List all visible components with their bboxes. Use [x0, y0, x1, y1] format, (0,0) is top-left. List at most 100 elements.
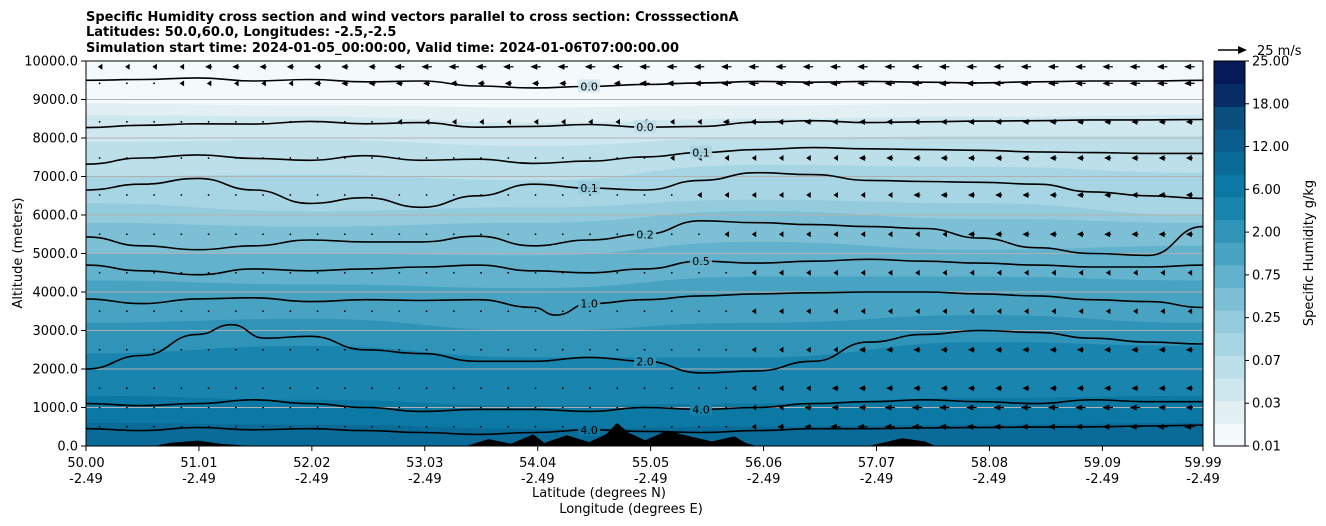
wind-vector [534, 310, 537, 313]
wind-vector [262, 233, 264, 236]
wind-vector [698, 310, 700, 313]
wind-vector [153, 425, 156, 428]
wind-vector-head [778, 404, 784, 411]
wind-vector-head [1076, 346, 1083, 353]
wind-vector-head [778, 269, 784, 276]
wind-vector-head [751, 423, 757, 430]
wind-vector-head [778, 385, 784, 392]
wind-vector [98, 194, 101, 196]
wind-vector-head [1102, 80, 1110, 87]
wind-vector [534, 233, 537, 236]
wind-vector [125, 271, 128, 274]
wind-vector-head [1051, 308, 1056, 315]
wind-vector-head [232, 63, 239, 70]
wind-vector [480, 271, 482, 274]
wind-vector-head [913, 346, 920, 353]
x-tick-label-latitude: 52.02 [293, 456, 330, 471]
x-tick-label-latitude: 53.03 [406, 456, 443, 471]
wind-vector [643, 348, 646, 351]
wind-vector [343, 387, 346, 390]
wind-vector-head [1133, 269, 1138, 276]
wind-vector [561, 157, 564, 159]
x-tick-label-latitude: 50.00 [67, 456, 104, 471]
wind-vector [398, 387, 401, 390]
wind-vector-head [179, 80, 185, 87]
wind-vector-head [829, 423, 837, 430]
wind-vector-head [1184, 63, 1192, 70]
wind-vector-head [1131, 231, 1138, 238]
colorbar-cell [1214, 196, 1245, 221]
wind-vector-head [1047, 80, 1055, 87]
wind-vector-head [1047, 423, 1055, 430]
wind-vector-head [748, 63, 756, 70]
wind-vector [507, 425, 510, 428]
wind-vector [262, 387, 264, 390]
wind-vector [561, 310, 564, 313]
wind-vector-head [778, 155, 784, 162]
wind-vector-head [938, 63, 946, 70]
wind-vector-head [639, 80, 647, 87]
wind-vector-head [475, 63, 483, 70]
wind-vector [561, 271, 564, 274]
wind-vector-head [942, 308, 947, 315]
wind-vector-head [913, 385, 920, 392]
wind-vector [153, 348, 156, 351]
wind-vector-head [395, 80, 402, 87]
wind-vector-head [996, 308, 1002, 315]
wind-vector [343, 157, 346, 159]
wind-vector-head [1024, 308, 1029, 315]
wind-vector [207, 233, 210, 236]
wind-vector [316, 310, 319, 313]
wind-vector-head [1078, 308, 1084, 315]
wind-vector-head [1158, 385, 1165, 392]
contour-label-background [578, 296, 601, 310]
x-tick-label-latitude: 57.07 [858, 456, 895, 471]
wind-vector-head [1156, 80, 1164, 87]
y-tick-label: 2000.0 [33, 363, 79, 378]
wind-vector-head [804, 423, 811, 430]
wind-vector-head [806, 191, 811, 198]
wind-vector [343, 348, 346, 351]
wind-vector [589, 406, 591, 409]
colorbar-tick-label: 2.00 [1252, 226, 1281, 241]
wind-vector-head [1156, 63, 1164, 70]
wind-vector [616, 406, 619, 409]
wind-vector [289, 387, 292, 390]
wind-vector [316, 157, 319, 159]
wind-vector-head [720, 63, 728, 70]
wind-vector-head [1129, 423, 1137, 430]
wind-vector [616, 157, 619, 159]
wind-vector [343, 120, 346, 123]
y-tick-label: 5000.0 [33, 247, 79, 262]
wind-vector-head [751, 231, 757, 238]
wind-vector [153, 157, 156, 159]
chart-title-line-1: Specific Humidity cross section and wind… [86, 10, 739, 25]
wind-vector-head [1075, 63, 1083, 70]
wind-vector-head [1076, 118, 1083, 125]
wind-vector-head [1104, 155, 1111, 162]
wind-vector [507, 406, 510, 409]
wind-vector-head [886, 346, 893, 353]
contour-label-background [634, 227, 657, 241]
wind-vector-head [613, 80, 620, 87]
wind-vector [98, 310, 101, 313]
wind-vectors [97, 63, 1195, 430]
wind-vector [125, 387, 128, 390]
wind-vector [534, 348, 537, 351]
contour-line [86, 424, 1203, 436]
wind-vector-head [530, 63, 538, 70]
wind-vector [398, 425, 401, 428]
wind-vector [670, 310, 673, 313]
y-axis-ticks: 0.0 1000.0 2000.0 3000.0 4000.0 5000.0 6000.0 7… [24, 55, 86, 455]
wind-vector [207, 194, 210, 196]
wind-vector [316, 233, 319, 236]
wind-vector [616, 271, 619, 274]
wind-vector-head [1185, 404, 1192, 411]
colorbar-cell [1214, 310, 1245, 334]
wind-vector [507, 387, 510, 390]
wind-vector-head [915, 308, 920, 315]
x-axis-ticks: 50.00-2.4951.01-2.4952.02-2.4953.03-2.49… [67, 446, 1222, 487]
wind-vector-head [938, 404, 946, 411]
wind-vector [480, 157, 482, 159]
wind-vector [371, 271, 373, 274]
